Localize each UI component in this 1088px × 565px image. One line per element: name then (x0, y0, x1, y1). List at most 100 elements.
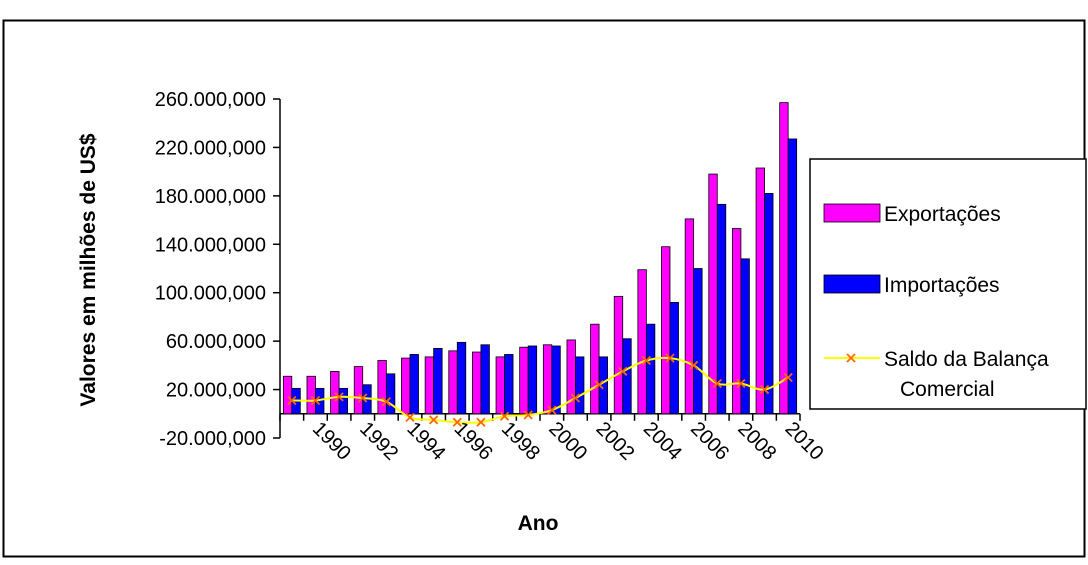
marker-stroke (523, 410, 533, 420)
marker-stroke (381, 397, 392, 407)
marker-stroke (641, 355, 652, 366)
legend-swatch-importacoes (823, 274, 881, 294)
saldo-marker-2010 (783, 372, 793, 383)
marker-stroke (358, 393, 368, 403)
legend-swatch-saldo-marker (846, 353, 856, 363)
bar-exportacoes-1999 (519, 346, 529, 415)
marker-stroke (452, 417, 462, 427)
bar-importacoes-1996 (456, 341, 467, 415)
bar-exportacoes-2006 (684, 218, 695, 415)
marker-stroke (688, 360, 699, 370)
x-axis-title: Ano (518, 512, 559, 535)
legend-swatch-exportacoes (823, 203, 881, 223)
marker-stroke (736, 378, 746, 389)
saldo-marker-2007 (712, 378, 722, 389)
y-tick-label: 220.000,000 (155, 137, 266, 159)
bar-importacoes-2004 (645, 323, 656, 415)
saldo-marker-2006 (688, 360, 699, 370)
bar-exportacoes-2000 (542, 344, 553, 415)
bar-exportacoes-1996 (448, 350, 458, 415)
bar-importacoes-2010 (787, 138, 798, 415)
saldo-marker-2005 (665, 353, 675, 363)
saldo-marker-1996 (452, 417, 462, 427)
bar-exportacoes-2003 (613, 295, 624, 415)
marker-stroke (499, 411, 510, 421)
bar-exportacoes-1991 (330, 371, 340, 415)
bar-exportacoes-2004 (637, 269, 647, 415)
bar-importacoes-2007 (716, 203, 727, 415)
saldo-marker-1991 (334, 392, 344, 402)
plot-area: -20.000,000 20.000,000 60.000,000 100.000,0… (155, 89, 828, 465)
saldo-marker-1997 (476, 417, 486, 427)
marker-stroke (476, 417, 486, 427)
saldo-marker-2009 (759, 384, 770, 395)
saldo-marker-2001 (570, 393, 581, 403)
bar-importacoes-1997 (480, 344, 490, 415)
saldo-marker-2003 (618, 366, 628, 377)
saldo-marker-2004 (641, 355, 652, 366)
marker-stroke (428, 415, 439, 425)
saldo-marker-2008 (736, 378, 746, 389)
marker-stroke (759, 384, 770, 395)
marker-stroke (287, 395, 297, 406)
bar-importacoes-1991 (338, 387, 348, 415)
y-tick-label: 60.000,000 (166, 331, 266, 353)
bar-importacoes-2008 (740, 258, 750, 415)
bar-exportacoes-1997 (472, 351, 482, 415)
bar-exportacoes-2010 (779, 102, 789, 415)
marker-stroke (594, 380, 604, 390)
y-axis-title: Valores em milhões de US$ (77, 133, 100, 406)
saldo-marker-2000 (547, 405, 557, 415)
saldo-marker-1994 (405, 412, 415, 423)
saldo-line (291, 356, 789, 424)
marker-stroke (618, 366, 628, 377)
saldo-marker-1999 (523, 410, 533, 420)
bar-importacoes-1999 (527, 345, 538, 415)
saldo-marker-1990 (310, 395, 321, 406)
bar-importacoes-1994 (409, 354, 419, 415)
y-tick-label: 100.000,000 (155, 283, 266, 305)
bar-exportacoes-1990 (306, 375, 316, 415)
y-tick-label: 20.000,000 (166, 380, 266, 402)
y-tick-label: 140.000,000 (155, 234, 266, 256)
legend-label: Saldo da Balança Comercial (884, 348, 1049, 401)
saldo-marker-1998 (499, 411, 510, 421)
bar-importacoes-2000 (551, 345, 561, 415)
marker-stroke (712, 378, 722, 389)
marker-stroke (547, 405, 557, 415)
marker-stroke (665, 353, 675, 363)
saldo-marker-2002 (594, 380, 604, 390)
bar-exportacoes-1989 (282, 375, 293, 415)
bar-exportacoes-2005 (661, 246, 671, 415)
marker-stroke (570, 393, 581, 403)
marker-stroke (405, 412, 415, 423)
bar-importacoes-2009 (764, 193, 774, 415)
bar-importacoes-1993 (385, 373, 396, 415)
saldo-marker-1995 (428, 415, 439, 425)
saldo-marker-1993 (381, 397, 392, 407)
marker-stroke (783, 372, 793, 383)
marker-stroke (310, 395, 321, 406)
legend: Exportações Importações Saldo da Balança Co… (809, 158, 1087, 410)
bar-importacoes-2003 (622, 338, 632, 415)
bar-exportacoes-1995 (424, 356, 435, 415)
marker-stroke (334, 392, 344, 402)
legend-label: Importações (884, 274, 1000, 297)
bar-exportacoes-1994 (401, 357, 411, 415)
bar-exportacoes-1993 (377, 360, 387, 415)
bar-exportacoes-2009 (755, 167, 765, 415)
y-tick-label: -20.000,000 (159, 428, 266, 450)
bar-importacoes-1995 (433, 348, 443, 415)
bar-exportacoes-1992 (353, 366, 364, 415)
legend-label: Exportações (884, 203, 1001, 226)
y-tick-label: 180.000,000 (155, 186, 266, 208)
bar-importacoes-2006 (693, 268, 703, 415)
saldo-marker-1992 (358, 393, 368, 403)
bar-exportacoes-2002 (590, 323, 600, 415)
saldo-marker-1989 (287, 395, 297, 406)
y-tick-label: 260.000,000 (155, 89, 266, 111)
bar-exportacoes-1998 (495, 356, 505, 415)
bar-importacoes-1998 (504, 354, 514, 415)
